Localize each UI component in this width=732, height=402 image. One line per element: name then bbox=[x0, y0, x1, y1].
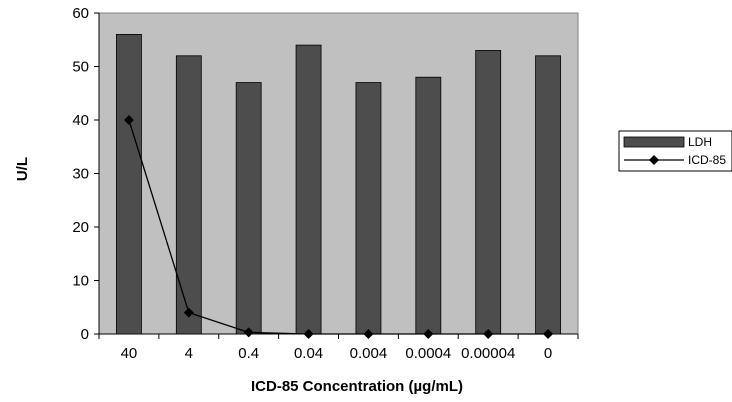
x-tick-label: 0.4 bbox=[238, 345, 259, 362]
legend: LDH ICD-85 bbox=[618, 130, 732, 172]
marker-icd85 bbox=[423, 329, 434, 339]
y-tick-label: 10 bbox=[72, 273, 89, 290]
bar-ldh bbox=[235, 82, 262, 335]
marker-icd85 bbox=[483, 329, 494, 339]
x-tick-label: 0 bbox=[544, 345, 552, 362]
x-tick-label: 0.00004 bbox=[461, 345, 515, 362]
y-tick-label: 60 bbox=[72, 5, 89, 22]
marker-icd85 bbox=[303, 329, 314, 339]
bar-ldh bbox=[116, 34, 142, 335]
y-tick-label: 0 bbox=[81, 326, 89, 343]
bar-ldh bbox=[475, 50, 502, 335]
legend-label-ldh: LDH bbox=[688, 135, 712, 149]
bar-ldh bbox=[295, 44, 322, 335]
bar-ldh bbox=[355, 82, 382, 335]
marker-icd85 bbox=[123, 115, 134, 125]
bar-ldh bbox=[535, 55, 561, 335]
marker-icd85 bbox=[543, 329, 554, 339]
y-tick-label: 30 bbox=[72, 166, 89, 183]
y-tick-label: 40 bbox=[72, 112, 89, 129]
legend-swatch-ldh bbox=[623, 136, 685, 148]
x-tick-label: 0.04 bbox=[294, 345, 323, 362]
x-tick-label: 40 bbox=[121, 345, 138, 362]
bar-series-ldh bbox=[116, 34, 561, 335]
y-axis-ticks: 0 10 20 30 40 50 60 bbox=[72, 5, 99, 343]
marker-icd85 bbox=[243, 327, 254, 338]
marker-icd85 bbox=[183, 307, 194, 318]
legend-label-icd85: ICD-85 bbox=[688, 153, 726, 167]
bar-ldh bbox=[175, 55, 202, 335]
plot-area bbox=[98, 12, 579, 335]
marker-icd85 bbox=[363, 329, 374, 339]
x-tick-label: 4 bbox=[185, 345, 193, 362]
y-tick-label: 50 bbox=[72, 59, 89, 76]
y-axis-title: U/L bbox=[14, 157, 31, 181]
line-markers-icd85 bbox=[123, 115, 554, 339]
x-axis-ticks: 40 4 0.4 0.04 0.004 0.0004 0.00004 0 bbox=[98, 334, 579, 362]
bar-ldh bbox=[415, 76, 442, 335]
x-axis-title: ICD-85 Concentration (µg/mL) bbox=[251, 378, 463, 395]
legend-marker-icd85 bbox=[649, 155, 659, 165]
x-tick-label: 0.004 bbox=[350, 345, 388, 362]
x-tick-label: 0.0004 bbox=[405, 345, 451, 362]
y-tick-label: 20 bbox=[72, 219, 89, 236]
